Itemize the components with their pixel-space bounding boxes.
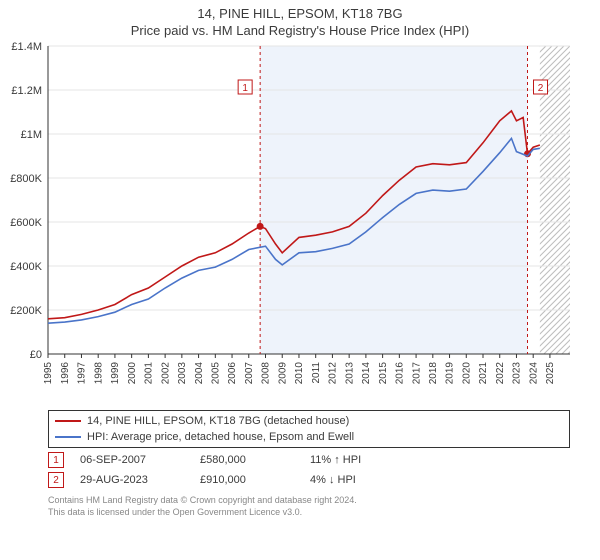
- svg-text:2022: 2022: [495, 362, 506, 385]
- svg-text:1: 1: [242, 83, 248, 94]
- event-price-1: £580,000: [200, 454, 310, 466]
- event-marker-2: 2: [48, 472, 64, 488]
- legend: 14, PINE HILL, EPSOM, KT18 7BG (detached…: [48, 410, 570, 448]
- event-marker-1: 1: [48, 452, 64, 468]
- legend-label-2: HPI: Average price, detached house, Epso…: [87, 429, 354, 445]
- svg-text:2018: 2018: [428, 362, 439, 385]
- svg-text:2010: 2010: [294, 362, 305, 385]
- footer-attribution: Contains HM Land Registry data © Crown c…: [48, 494, 570, 518]
- svg-text:2000: 2000: [127, 362, 138, 385]
- svg-text:1999: 1999: [110, 362, 121, 385]
- svg-text:2002: 2002: [160, 362, 171, 385]
- svg-text:2020: 2020: [461, 362, 472, 385]
- svg-text:2011: 2011: [311, 362, 322, 384]
- svg-text:£1M: £1M: [21, 129, 42, 141]
- svg-text:£0: £0: [30, 349, 42, 361]
- svg-text:2009: 2009: [277, 362, 288, 385]
- svg-text:£600K: £600K: [10, 217, 42, 229]
- event-date-1: 06-SEP-2007: [80, 454, 200, 466]
- svg-text:2025: 2025: [545, 362, 556, 385]
- svg-text:2014: 2014: [361, 362, 372, 385]
- legend-swatch-series-2: [55, 436, 81, 438]
- svg-text:£1.4M: £1.4M: [11, 41, 42, 53]
- price-chart: £0 £200K £400K £600K £800K £1M £1.2M £1.4M 1995 1…: [0, 38, 600, 406]
- chart-subtitle: Price paid vs. HM Land Registry's House …: [0, 23, 600, 38]
- svg-text:2016: 2016: [395, 362, 406, 385]
- svg-text:1995: 1995: [43, 362, 54, 385]
- svg-text:2005: 2005: [211, 362, 222, 385]
- svg-text:2019: 2019: [445, 362, 456, 385]
- svg-text:2006: 2006: [227, 362, 238, 385]
- event-delta-1: 11% ↑ HPI: [310, 454, 390, 466]
- svg-text:£200K: £200K: [10, 305, 42, 317]
- legend-swatch-series-1: [55, 420, 81, 422]
- event-delta-2: 4% ↓ HPI: [310, 474, 390, 486]
- svg-text:1997: 1997: [77, 362, 88, 385]
- svg-text:1998: 1998: [93, 362, 104, 385]
- svg-text:2013: 2013: [344, 362, 355, 385]
- legend-label-1: 14, PINE HILL, EPSOM, KT18 7BG (detached…: [87, 413, 349, 429]
- event-list: 1 06-SEP-2007 £580,000 11% ↑ HPI 2 29-AU…: [48, 452, 570, 488]
- svg-text:1996: 1996: [60, 362, 71, 385]
- svg-text:£400K: £400K: [10, 261, 42, 273]
- svg-text:2021: 2021: [478, 362, 489, 385]
- svg-text:2003: 2003: [177, 362, 188, 385]
- svg-text:£800K: £800K: [10, 173, 42, 185]
- svg-text:2015: 2015: [378, 362, 389, 385]
- svg-text:2: 2: [538, 83, 544, 94]
- svg-text:2008: 2008: [261, 362, 272, 385]
- svg-text:£1.2M: £1.2M: [11, 85, 42, 97]
- event-date-2: 29-AUG-2023: [80, 474, 200, 486]
- svg-text:2024: 2024: [528, 362, 539, 385]
- event-price-2: £910,000: [200, 474, 310, 486]
- svg-text:2001: 2001: [144, 362, 155, 385]
- svg-text:2023: 2023: [512, 362, 523, 385]
- svg-text:2004: 2004: [194, 362, 205, 385]
- svg-text:2012: 2012: [328, 362, 339, 385]
- svg-text:2017: 2017: [411, 362, 422, 385]
- chart-title: 14, PINE HILL, EPSOM, KT18 7BG: [0, 6, 600, 21]
- svg-text:2007: 2007: [244, 362, 255, 385]
